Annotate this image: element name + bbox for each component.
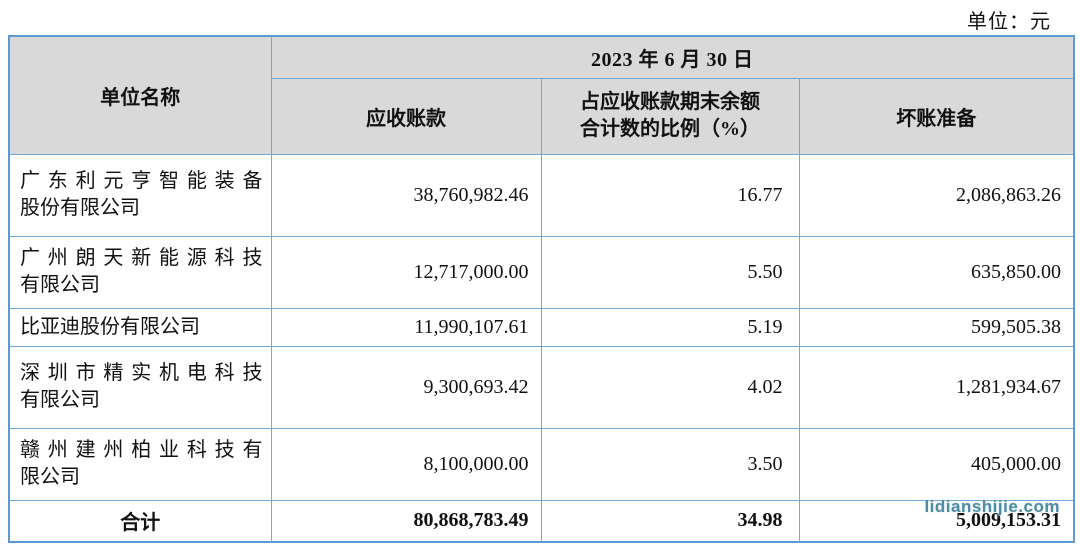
ratio-cell: 5.19 bbox=[540, 307, 800, 347]
receivables-table: 单位名称 2023 年 6 月 30 日 应收账款 占应收账款期末余额 合计数的… bbox=[8, 35, 1076, 543]
receivable-cell: 38,760,982.46 bbox=[270, 153, 542, 237]
bad-debt-cell: 405,000.00 bbox=[798, 427, 1075, 501]
header-ratio-line2: 合计数的比例（%） bbox=[580, 118, 760, 140]
table-row: 广东利元亨智能装备 股份有限公司 38,760,982.46 16.77 2,0… bbox=[8, 153, 1075, 237]
bad-debt-cell: 2,086,863.26 bbox=[798, 153, 1075, 237]
company-name-line1: 比亚迪股份有限公司 bbox=[20, 315, 200, 338]
receivable-cell: 11,990,107.61 bbox=[270, 307, 542, 347]
ratio-cell: 16.77 bbox=[540, 153, 800, 237]
table-row: 比亚迪股份有限公司 11,990,107.61 5.19 599,505.38 bbox=[8, 307, 1075, 347]
total-bad-debt-cell: 5,009,153.31 bbox=[798, 499, 1075, 543]
company-cell: 赣州建州柏业科技有 限公司 bbox=[8, 427, 272, 501]
unit-note-top: 单位：元 bbox=[967, 11, 1051, 33]
bad-debt-cell: 635,850.00 bbox=[798, 235, 1075, 309]
company-name-line2: 股份有限公司 bbox=[20, 197, 140, 219]
header-bad-debt: 坏账准备 bbox=[798, 77, 1075, 155]
company-name-line1: 广东利元亨智能装备 bbox=[20, 170, 263, 192]
total-receivable-cell: 80,868,783.49 bbox=[270, 499, 542, 543]
bad-debt-cell: 1,281,934.67 bbox=[798, 345, 1075, 429]
company-name-line1: 广州朗天新能源科技 bbox=[20, 247, 263, 269]
total-label-cell: 合计 bbox=[8, 499, 272, 543]
company-name-line1: 赣州建州柏业科技有 bbox=[20, 439, 263, 461]
company-name-line1: 深圳市精实机电科技 bbox=[20, 362, 263, 384]
ratio-cell: 4.02 bbox=[540, 345, 800, 429]
company-cell: 广东利元亨智能装备 股份有限公司 bbox=[8, 153, 272, 237]
receivable-cell: 8,100,000.00 bbox=[270, 427, 542, 501]
header-ratio: 占应收账款期末余额 合计数的比例（%） bbox=[540, 77, 800, 155]
header-row-columns: 应收账款 占应收账款期末余额 合计数的比例（%） 坏账准备 bbox=[9, 77, 1075, 155]
header-ratio-line1: 占应收账款期末余额 bbox=[580, 91, 760, 113]
receivable-cell: 9,300,693.42 bbox=[270, 345, 542, 429]
company-cell: 广州朗天新能源科技 有限公司 bbox=[8, 235, 272, 309]
bad-debt-cell: 599,505.38 bbox=[798, 307, 1075, 347]
total-row: 合计 80,868,783.49 34.98 5,009,153.31 bbox=[8, 499, 1075, 543]
unit-note-bottom-clipped: 单位：元 bbox=[967, 545, 1051, 550]
header-date: 2023 年 6 月 30 日 bbox=[270, 35, 1075, 79]
header-receivable: 应收账款 bbox=[270, 77, 542, 155]
ratio-cell: 3.50 bbox=[540, 427, 800, 501]
company-cell: 比亚迪股份有限公司 bbox=[8, 307, 272, 347]
company-name-line2: 有限公司 bbox=[20, 389, 100, 411]
site-watermark: lidianshijie.com bbox=[924, 497, 1060, 516]
header-company-name: 单位名称 bbox=[8, 35, 272, 155]
receivable-cell: 12,717,000.00 bbox=[270, 235, 542, 309]
total-ratio-cell: 34.98 bbox=[540, 499, 800, 543]
company-name-line2: 有限公司 bbox=[20, 274, 100, 296]
table-row: 广州朗天新能源科技 有限公司 12,717,000.00 5.50 635,85… bbox=[8, 235, 1075, 309]
company-cell: 深圳市精实机电科技 有限公司 bbox=[8, 345, 272, 429]
header-row-date: 单位名称 2023 年 6 月 30 日 bbox=[8, 35, 1075, 155]
company-name-line2: 限公司 bbox=[20, 466, 80, 488]
ratio-cell: 5.50 bbox=[540, 235, 800, 309]
table-row: 深圳市精实机电科技 有限公司 9,300,693.42 4.02 1,281,9… bbox=[8, 345, 1075, 429]
table-row: 赣州建州柏业科技有 限公司 8,100,000.00 3.50 405,000.… bbox=[8, 427, 1075, 501]
